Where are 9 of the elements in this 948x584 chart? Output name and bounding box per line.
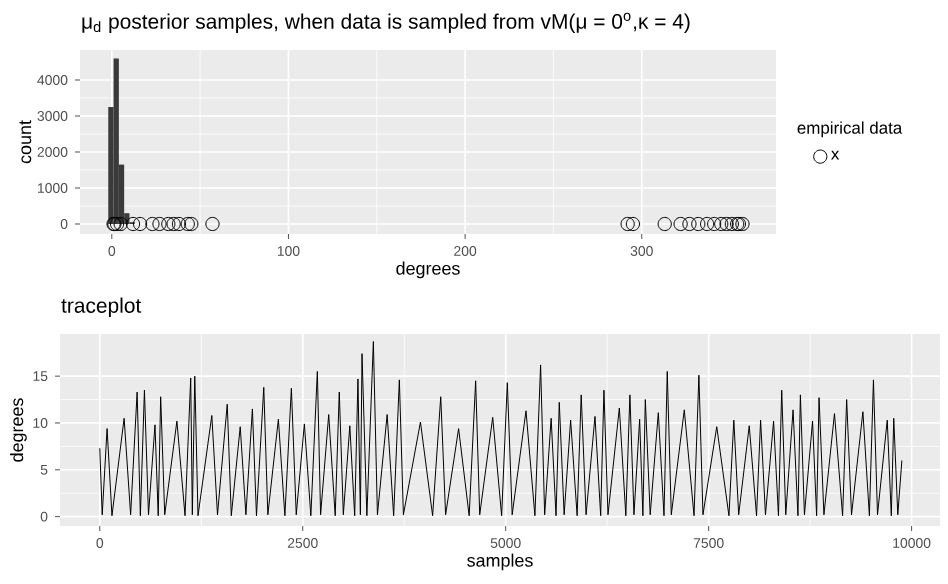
y-axis-title: degrees [10,398,27,462]
legend-title: empirical data [797,121,903,138]
legend-label: x [831,150,840,160]
chart-title: traceplot [61,297,142,318]
y-axis-title: count [19,120,32,164]
x-axis-title: samples [467,553,533,571]
line-series [99,340,903,517]
chart-title: μ$_{d}$ posterior samples, when data is sampled from vM(μ = 0$^{o}$,κ = 4) [82,12,690,33]
x-axis-title: degrees [396,261,460,279]
